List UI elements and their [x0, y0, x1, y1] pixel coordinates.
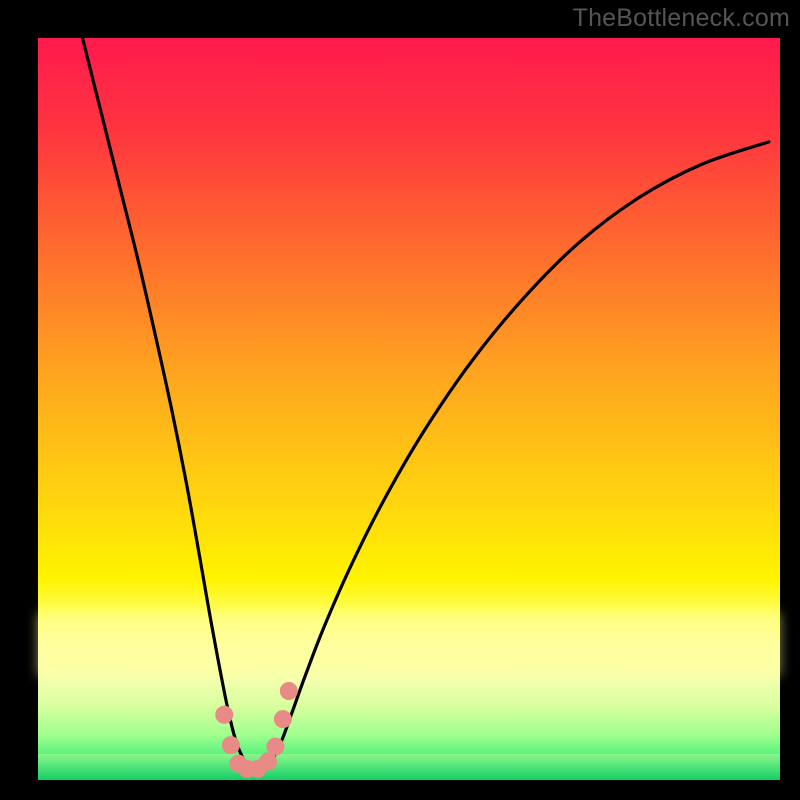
chart-frame: TheBottleneck.com	[0, 0, 800, 800]
curve-marker	[280, 682, 297, 699]
curve-marker	[222, 737, 239, 754]
bottleneck-curve-svg	[38, 38, 780, 780]
plot-area	[38, 38, 780, 780]
bottleneck-curve	[83, 38, 769, 770]
curve-marker	[216, 706, 233, 723]
curve-marker	[267, 738, 284, 755]
curve-marker	[274, 711, 291, 728]
watermark-text: TheBottleneck.com	[573, 4, 790, 33]
curve-marker	[260, 753, 277, 770]
